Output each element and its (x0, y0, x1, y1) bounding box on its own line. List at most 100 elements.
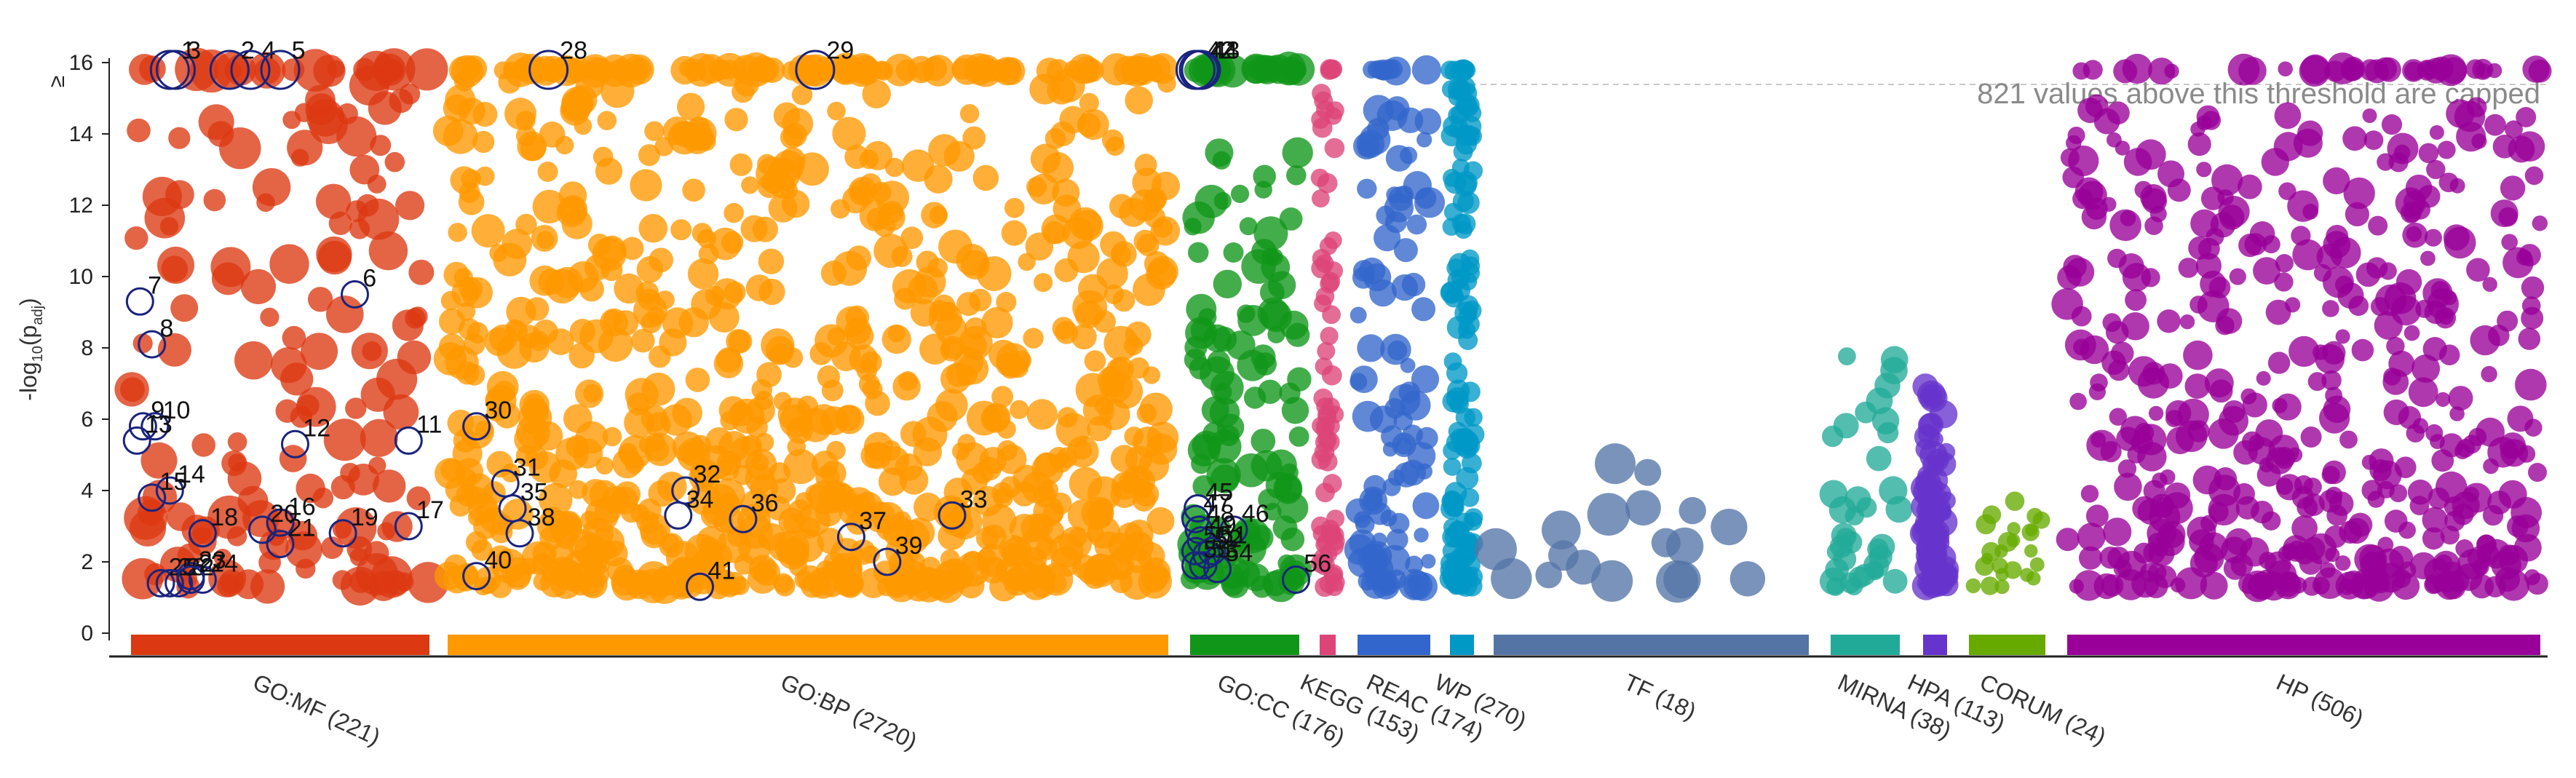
data-point[interactable] (2510, 496, 2543, 528)
data-point[interactable] (852, 495, 871, 514)
data-point[interactable] (682, 178, 705, 202)
data-point[interactable] (2190, 122, 2206, 137)
data-point[interactable] (2501, 234, 2518, 251)
data-point[interactable] (1542, 510, 1581, 550)
data-point[interactable] (1458, 531, 1478, 551)
data-point[interactable] (1052, 178, 1080, 207)
data-point[interactable] (2363, 130, 2384, 151)
data-point[interactable] (690, 459, 720, 488)
data-point[interactable] (567, 261, 599, 293)
highlighted-term-51[interactable]: 51 (1197, 522, 1248, 565)
data-point[interactable] (1142, 188, 1166, 213)
data-point[interactable] (796, 395, 819, 417)
data-point[interactable] (1916, 539, 1934, 557)
data-point[interactable] (2190, 209, 2219, 238)
data-point[interactable] (1021, 547, 1047, 573)
data-point[interactable] (2160, 469, 2176, 485)
data-point[interactable] (515, 125, 537, 146)
data-point[interactable] (740, 489, 772, 522)
highlighted-term-53[interactable]: 53 (1189, 536, 1239, 580)
data-point[interactable] (1018, 253, 1036, 271)
data-point[interactable] (1259, 59, 1279, 79)
highlight-ring[interactable] (1203, 555, 1232, 584)
data-point[interactable] (752, 216, 778, 242)
data-point[interactable] (2109, 408, 2127, 426)
data-point[interactable] (1992, 557, 2008, 574)
data-point[interactable] (2142, 362, 2165, 385)
data-point[interactable] (1412, 492, 1440, 520)
highlighted-term-7[interactable]: 7 (125, 272, 162, 316)
data-point[interactable] (644, 121, 665, 141)
data-point[interactable] (981, 306, 1013, 338)
data-point[interactable] (463, 364, 486, 386)
data-point[interactable] (1975, 514, 1997, 535)
data-point[interactable] (641, 312, 662, 333)
data-point[interactable] (1463, 512, 1483, 531)
highlighted-term-52[interactable]: 52 (1192, 525, 1243, 569)
data-point[interactable] (729, 153, 753, 176)
data-point[interactable] (756, 156, 790, 191)
data-point[interactable] (1210, 464, 1240, 493)
data-point[interactable] (959, 104, 980, 124)
data-point[interactable] (2524, 569, 2540, 586)
data-point[interactable] (880, 446, 910, 475)
data-point[interactable] (636, 256, 664, 283)
data-point[interactable] (2323, 167, 2350, 195)
data-point[interactable] (345, 397, 367, 419)
data-point[interactable] (2424, 229, 2442, 247)
data-point[interactable] (1446, 564, 1468, 587)
data-point[interactable] (2361, 454, 2377, 470)
data-point[interactable] (2402, 222, 2428, 248)
data-point[interactable] (892, 269, 927, 304)
data-point[interactable] (2101, 574, 2124, 597)
data-point[interactable] (741, 176, 759, 194)
data-point[interactable] (1324, 107, 1342, 125)
data-point[interactable] (258, 530, 289, 560)
data-point[interactable] (864, 501, 896, 533)
data-point[interactable] (1357, 178, 1377, 199)
data-point[interactable] (506, 296, 536, 327)
data-point[interactable] (774, 575, 796, 597)
highlighted-term-41[interactable]: 41 (686, 557, 736, 601)
highlighted-term-46[interactable]: 46 (1219, 500, 1269, 544)
data-point[interactable] (1445, 498, 1465, 517)
data-point[interactable] (1320, 274, 1339, 294)
highlight-ring[interactable] (1197, 536, 1226, 565)
data-point[interactable] (1248, 525, 1274, 551)
data-point[interactable] (1461, 453, 1482, 474)
data-point[interactable] (835, 57, 860, 82)
data-point[interactable] (631, 328, 655, 353)
data-point[interactable] (384, 151, 405, 172)
highlighted-term-36[interactable]: 36 (729, 489, 779, 533)
data-point[interactable] (2482, 277, 2497, 292)
data-point[interactable] (1364, 488, 1383, 507)
data-point[interactable] (708, 302, 740, 333)
data-point[interactable] (472, 130, 495, 154)
data-point[interactable] (1319, 237, 1338, 255)
data-point[interactable] (458, 188, 485, 215)
data-point[interactable] (1128, 357, 1150, 379)
data-point[interactable] (2288, 336, 2320, 368)
data-point[interactable] (1192, 475, 1215, 498)
source-bar-reac[interactable] (1358, 635, 1430, 655)
data-point[interactable] (1030, 573, 1055, 598)
data-point[interactable] (1838, 347, 1856, 365)
data-point[interactable] (1226, 330, 1256, 360)
data-point[interactable] (340, 566, 380, 606)
data-point[interactable] (568, 342, 595, 369)
points-go-bp[interactable] (432, 52, 1181, 604)
data-point[interactable] (1391, 274, 1419, 301)
data-point[interactable] (471, 539, 493, 561)
data-point[interactable] (405, 48, 448, 91)
data-point[interactable] (373, 469, 406, 503)
data-point[interactable] (297, 394, 320, 417)
highlight-ring[interactable] (125, 287, 154, 316)
data-point[interactable] (1388, 469, 1405, 486)
data-point[interactable] (1825, 557, 1849, 582)
data-point[interactable] (2484, 114, 2506, 136)
data-point[interactable] (558, 195, 588, 224)
data-point[interactable] (301, 333, 338, 370)
data-point[interactable] (2088, 383, 2106, 401)
data-point[interactable] (638, 213, 668, 243)
data-point[interactable] (1282, 137, 1313, 168)
